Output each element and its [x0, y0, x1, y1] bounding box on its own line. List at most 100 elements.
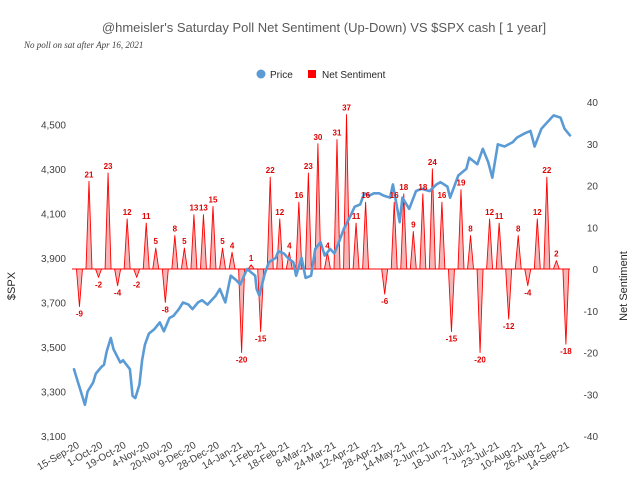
left-tick-label: 3,500 [41, 343, 66, 354]
sentiment-data-label: 12 [485, 208, 494, 217]
sentiment-data-label: -18 [560, 347, 572, 356]
sentiment-data-label: 16 [437, 191, 446, 200]
sentiment-data-label: 21 [85, 170, 94, 179]
sentiment-data-label: -15 [255, 335, 267, 344]
sentiment-data-label: 13 [189, 204, 198, 213]
sentiment-spike [133, 268, 141, 278]
sentiment-spike [114, 268, 122, 287]
sentiment-spike [390, 201, 398, 270]
legend-price-marker [256, 69, 266, 79]
right-tick-label: 20 [587, 182, 599, 193]
sentiment-data-label: 4 [287, 241, 292, 250]
legend-sentiment-marker [308, 70, 316, 78]
sentiment-spike [304, 172, 312, 270]
sentiment-data-label: 23 [304, 162, 313, 171]
sentiment-spike [123, 218, 131, 270]
sentiment-spike [438, 201, 446, 270]
chart-subtitle: No poll on sat after Apr 16, 2021 [23, 40, 143, 50]
right-tick-label: 40 [587, 98, 599, 109]
sentiment-data-label: 12 [533, 208, 542, 217]
right-tick-label: 0 [592, 265, 598, 276]
sentiment-data-label: 30 [313, 133, 322, 142]
sentiment-data-label: 5 [154, 237, 159, 246]
sentiment-data-label: -2 [133, 280, 141, 289]
sentiment-spike [209, 205, 217, 270]
left-axis-title: $SPX [6, 271, 18, 300]
sentiment-data-label: 19 [457, 179, 466, 188]
sentiment-spike [505, 268, 513, 320]
sentiment-spike [76, 268, 83, 308]
right-tick-label: 30 [587, 140, 599, 151]
sentiment-data-label: -6 [381, 297, 389, 306]
sentiment-data-label: 9 [411, 220, 416, 229]
sentiment-spike [104, 172, 112, 270]
sentiment-data-label: 11 [142, 212, 151, 221]
sentiment-data-label: 16 [294, 191, 303, 200]
sentiment-spike [142, 222, 150, 270]
sentiment-data-label: 8 [516, 225, 521, 234]
sentiment-data-label: 37 [342, 104, 351, 113]
sentiment-spike [467, 235, 474, 270]
sentiment-data-label: 12 [123, 208, 132, 217]
sentiment-data-label: 5 [220, 237, 225, 246]
chart-title: @hmeisler's Saturday Poll Net Sentiment … [102, 20, 546, 35]
sentiment-data-label: 16 [361, 191, 370, 200]
legend-sentiment-label: Net Sentiment [322, 70, 386, 81]
sentiment-data-label: 13 [199, 204, 208, 213]
sentiment-spike [362, 201, 370, 270]
sentiment-spike [381, 268, 389, 295]
sentiment-spike [219, 247, 226, 270]
sentiment-data-label: 18 [418, 183, 427, 192]
sentiment-spike [180, 247, 188, 270]
right-tick-label: -10 [584, 307, 599, 318]
sentiment-data-label: 22 [266, 166, 275, 175]
left-tick-label: 4,100 [41, 209, 66, 220]
sentiment-data-label: 4 [325, 241, 330, 250]
price-line [72, 114, 572, 407]
sentiment-spike [266, 176, 274, 270]
sentiment-spike [324, 251, 331, 270]
sentiment-data-label: 1 [249, 254, 254, 263]
sentiment-data-label: 16 [390, 191, 399, 200]
sentiment-data-label: 18 [399, 183, 408, 192]
sentiment-spike [333, 139, 341, 270]
right-tick-label: -40 [584, 432, 599, 443]
right-tick-label: -20 [584, 349, 599, 360]
sentiment-spike [190, 214, 198, 270]
sentiment-data-label: -2 [95, 280, 103, 289]
left-tick-label: 3,100 [41, 432, 66, 443]
x-axis-ticks: 15-Sep-201-Oct-2019-Oct-204-Nov-2020-Nov… [36, 440, 572, 474]
sentiment-data-label: 4 [230, 241, 235, 250]
left-tick-label: 3,300 [41, 387, 66, 398]
sentiment-spike [514, 235, 522, 270]
sentiment-spike [343, 114, 350, 270]
sentiment-data-label: -12 [503, 322, 515, 331]
sentiment-data-label: -4 [524, 289, 532, 298]
sentiment-spike [457, 189, 465, 270]
sentiment-data-label: 24 [428, 158, 437, 167]
sentiment-spike [228, 251, 236, 270]
sentiment-spike [171, 235, 179, 270]
left-axis-ticks: 3,100 3,300 3,500 3,700 3,900 4,100 4,300 4,500 [41, 120, 66, 443]
sentiment-data-label: 12 [275, 208, 284, 217]
sentiment-data-label: 15 [209, 195, 218, 204]
left-tick-label: 4,500 [41, 120, 66, 131]
sentiment-spike [200, 214, 207, 270]
sentiment-data-label: 11 [352, 212, 361, 221]
legend: Price Net Sentiment [256, 69, 386, 81]
sentiment-data-label: -20 [474, 356, 486, 365]
sentiment-spike [476, 268, 484, 353]
sentiment-spike [543, 176, 551, 270]
sentiment-spike [448, 268, 455, 333]
sentiment-spike [238, 268, 246, 353]
right-tick-label: -30 [584, 390, 599, 401]
sentiment-spike [152, 247, 160, 270]
sentiment-spike [495, 222, 503, 270]
sentiment-spike [428, 168, 436, 270]
sentiment-data-label: 23 [104, 162, 113, 171]
sentiment-data-label: 8 [173, 225, 178, 234]
sentiment-spike [85, 180, 93, 270]
price-series [72, 114, 572, 407]
